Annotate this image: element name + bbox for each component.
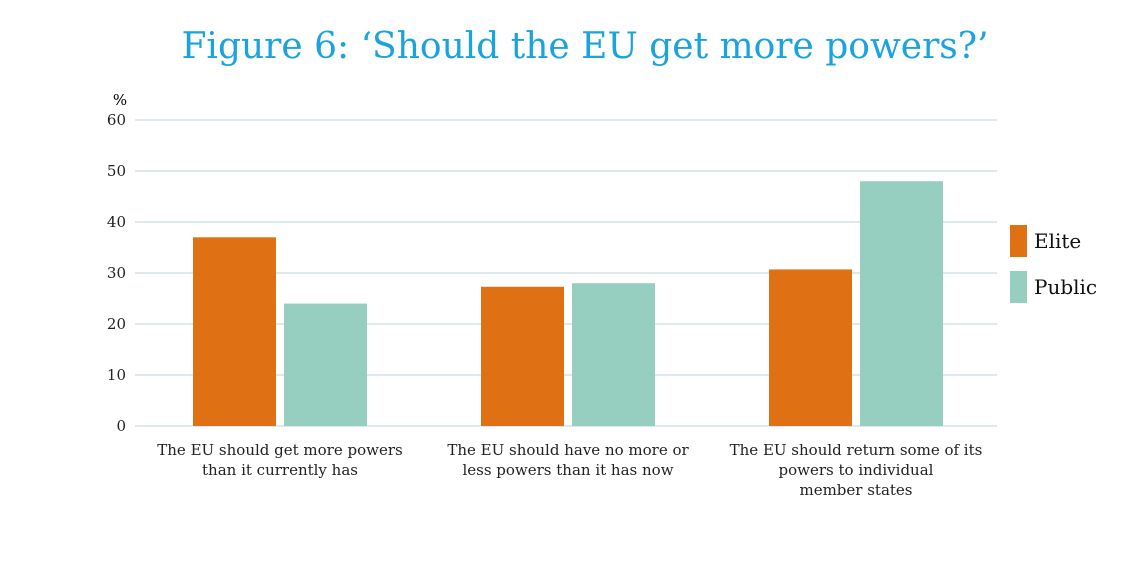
y-tick-label: 0 xyxy=(116,417,126,435)
x-category-label: The EU should have no more or xyxy=(447,441,689,459)
legend-swatch-public xyxy=(1010,271,1027,303)
y-tick-label: 10 xyxy=(107,366,126,384)
bar-elite-3 xyxy=(769,269,852,426)
grid-layer: 0 10 20 30 40 50 60 xyxy=(107,111,997,435)
bar-public-1 xyxy=(284,303,367,426)
bar-elite-2 xyxy=(481,286,564,426)
chart-title: Figure 6: ‘Should the EU get more powers… xyxy=(181,26,988,67)
legend-swatch-elite xyxy=(1010,225,1027,257)
bar-elite-1 xyxy=(193,237,276,426)
legend-label-public: Public xyxy=(1034,275,1097,299)
bar-public-3 xyxy=(860,181,943,426)
y-tick-label: 40 xyxy=(107,213,126,231)
y-tick-label: 50 xyxy=(107,162,126,180)
legend: Elite Public xyxy=(1010,225,1097,303)
x-axis-labels: The EU should get more powers than it cur… xyxy=(157,441,982,499)
x-category-label: less powers than it has now xyxy=(462,461,673,479)
y-tick-label: 20 xyxy=(107,315,126,333)
y-tick-label: 30 xyxy=(107,264,126,282)
bar-layer xyxy=(193,181,943,426)
y-axis-unit-label: % xyxy=(113,91,127,109)
x-category-label: than it currently has xyxy=(202,461,358,479)
x-category-label: The EU should get more powers xyxy=(157,441,402,459)
x-category-label: powers to individual xyxy=(779,461,934,479)
bar-public-2 xyxy=(572,283,655,426)
x-category-label: member states xyxy=(799,481,912,499)
legend-label-elite: Elite xyxy=(1034,229,1081,253)
x-category-label: The EU should return some of its xyxy=(730,441,983,459)
y-tick-label: 60 xyxy=(107,111,126,129)
